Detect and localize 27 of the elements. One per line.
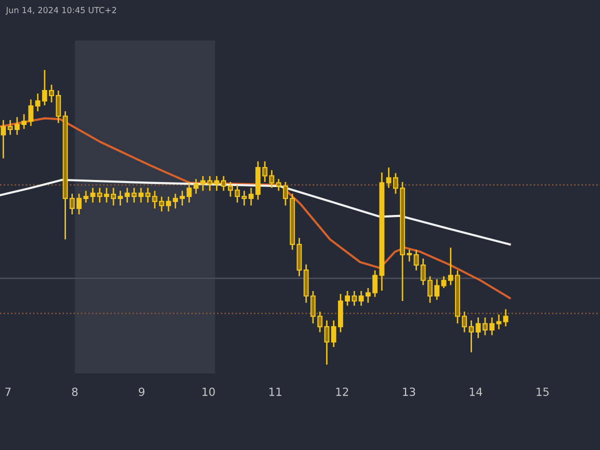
text: Jun 14, 2024 10:45 UTC+2 xyxy=(6,6,116,15)
candlestick xyxy=(310,290,316,324)
candlestick xyxy=(48,84,54,104)
x-tick-label: 10 xyxy=(202,388,215,396)
candlestick xyxy=(427,276,433,304)
candlestick xyxy=(372,270,378,298)
candlestick xyxy=(462,310,467,333)
candlestick xyxy=(104,187,110,204)
x-tick-label: 12 xyxy=(336,388,348,396)
x-tick-label: 8 xyxy=(72,388,78,396)
candlestick xyxy=(344,290,350,306)
candlestick xyxy=(489,316,495,336)
x-tick-label: 7 xyxy=(5,388,11,396)
candlestick xyxy=(110,187,116,206)
candlestick xyxy=(76,193,82,216)
candlestick xyxy=(282,181,288,206)
candlestick xyxy=(138,187,144,204)
candlestick xyxy=(221,175,226,192)
x-tick-label: 13 xyxy=(403,388,416,396)
candlestick xyxy=(193,178,199,194)
x-tick-label: 11 xyxy=(269,388,282,396)
x-tick-label: 14 xyxy=(470,388,482,396)
x-tick-label: 9 xyxy=(138,388,144,396)
candlestick xyxy=(166,196,172,212)
candlestick xyxy=(21,113,27,130)
candlestick xyxy=(228,181,234,198)
x-tick-label: 15 xyxy=(536,388,549,396)
